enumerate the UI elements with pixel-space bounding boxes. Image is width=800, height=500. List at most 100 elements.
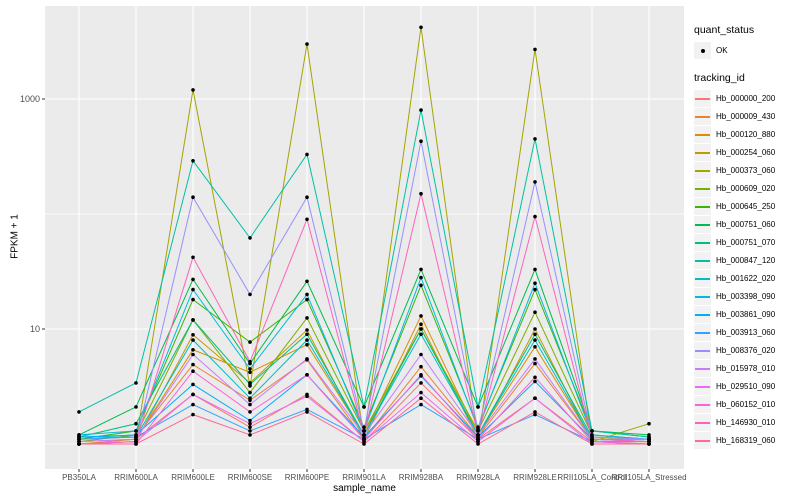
data-point: [191, 382, 195, 387]
legend-item-label: Hb_003913_060: [716, 328, 776, 337]
data-point: [419, 390, 423, 395]
legend-item: Hb_060152_010: [694, 396, 798, 413]
data-point: [305, 394, 309, 399]
line-key-icon: [694, 306, 711, 323]
data-point: [533, 47, 537, 52]
series-color-line-icon: [695, 97, 710, 100]
line-key-icon: [694, 252, 711, 269]
data-point: [191, 362, 195, 367]
line-key-icon: [694, 342, 711, 359]
legend-item-label: Hb_000751_060: [716, 220, 776, 229]
point-key-icon: [694, 42, 711, 59]
legend-item-label: Hb_000847_120: [716, 256, 776, 265]
legend-item: Hb_008376_020: [694, 342, 798, 359]
data-point: [248, 370, 252, 375]
x-tick-label: PB350LA: [62, 473, 96, 482]
data-point: [419, 381, 423, 385]
data-point: [191, 369, 195, 374]
data-point: [419, 352, 423, 357]
series-color-line-icon: [695, 223, 710, 226]
line-key-icon: [694, 414, 711, 431]
data-point: [362, 437, 366, 442]
data-point: [305, 332, 309, 337]
legend-tracking-items: Hb_000000_200 Hb_000009_430 Hb_000120_880 H…: [694, 90, 798, 449]
data-point: [533, 214, 537, 219]
line-key-icon: [694, 234, 711, 251]
x-tick-label: RRIM928BA: [399, 473, 444, 482]
legend-item: Hb_000000_200: [694, 90, 798, 107]
series-color-line-icon: [695, 115, 710, 118]
data-point: [533, 338, 537, 342]
line-key-icon: [694, 324, 711, 341]
legend: quant_status OK tracking_id Hb_000000_20…: [694, 24, 798, 450]
line-key-icon: [694, 198, 711, 215]
line-key-icon: [694, 108, 711, 125]
data-point: [191, 352, 195, 357]
legend-item-label: Hb_000120_880: [716, 130, 776, 139]
data-point: [533, 180, 537, 184]
series-color-line-icon: [695, 241, 710, 244]
data-point: [533, 361, 537, 366]
data-point: [248, 410, 252, 414]
legend-item-label: Hb_060152_010: [716, 400, 776, 409]
data-point: [191, 338, 195, 342]
data-point: [533, 379, 537, 384]
data-point: [305, 407, 309, 412]
data-point: [248, 382, 252, 387]
data-point: [191, 195, 195, 199]
data-point: [305, 410, 309, 414]
legend-item-label: Hb_146930_010: [716, 418, 776, 427]
legend-item: Hb_000751_060: [694, 216, 798, 233]
data-point: [419, 267, 423, 272]
x-tick-label: RRII105LA_Stressed: [611, 473, 686, 482]
series-color-line-icon: [695, 403, 710, 406]
legend-tracking-id-title: tracking_id: [694, 72, 745, 84]
data-point: [191, 402, 195, 407]
series-color-line-icon: [695, 349, 710, 352]
line-key-icon: [694, 180, 711, 197]
data-point: [419, 191, 423, 196]
data-point: [533, 137, 537, 141]
data-point: [191, 318, 195, 322]
legend-quant-status-title: quant_status: [694, 24, 755, 36]
legend-item: Hb_015978_010: [694, 360, 798, 377]
legend-item-label: Hb_168319_060: [716, 436, 776, 445]
data-point: [77, 410, 81, 414]
data-point: [191, 392, 195, 397]
data-point: [362, 433, 366, 437]
series-color-line-icon: [695, 313, 710, 316]
legend-item: Hb_000120_880: [694, 126, 798, 143]
data-point: [248, 433, 252, 437]
line-key-icon: [694, 378, 711, 395]
data-point: [419, 25, 423, 30]
legend-item-label: Hb_008376_020: [716, 346, 776, 355]
data-point: [533, 410, 537, 414]
data-point: [419, 275, 423, 280]
series-color-line-icon: [695, 133, 710, 136]
legend-item: Hb_000751_070: [694, 234, 798, 251]
data-point: [248, 396, 252, 401]
data-point: [362, 429, 366, 433]
y-axis-title: FPKM + 1: [9, 214, 21, 259]
series-color-line-icon: [695, 277, 710, 280]
x-axis-title: sample_name: [333, 483, 396, 494]
data-point: [476, 405, 480, 409]
data-point: [305, 338, 309, 342]
data-point: [248, 367, 252, 371]
data-point: [191, 88, 195, 92]
data-point: [419, 332, 423, 337]
legend-item: Hb_000009_430: [694, 108, 798, 125]
data-point: [533, 357, 537, 361]
data-point: [248, 390, 252, 395]
series-color-line-icon: [695, 295, 710, 298]
series-color-line-icon: [695, 367, 710, 370]
legend-item-label: Hb_000009_430: [716, 112, 776, 121]
data-point: [590, 442, 594, 446]
black-point-icon: [700, 48, 705, 53]
legend-item-label: Hb_000000_200: [716, 94, 776, 103]
legend-item-label: Hb_001622_020: [716, 274, 776, 283]
data-point: [419, 322, 423, 327]
data-point: [476, 433, 480, 437]
legend-item-label: Hb_000751_070: [716, 238, 776, 247]
